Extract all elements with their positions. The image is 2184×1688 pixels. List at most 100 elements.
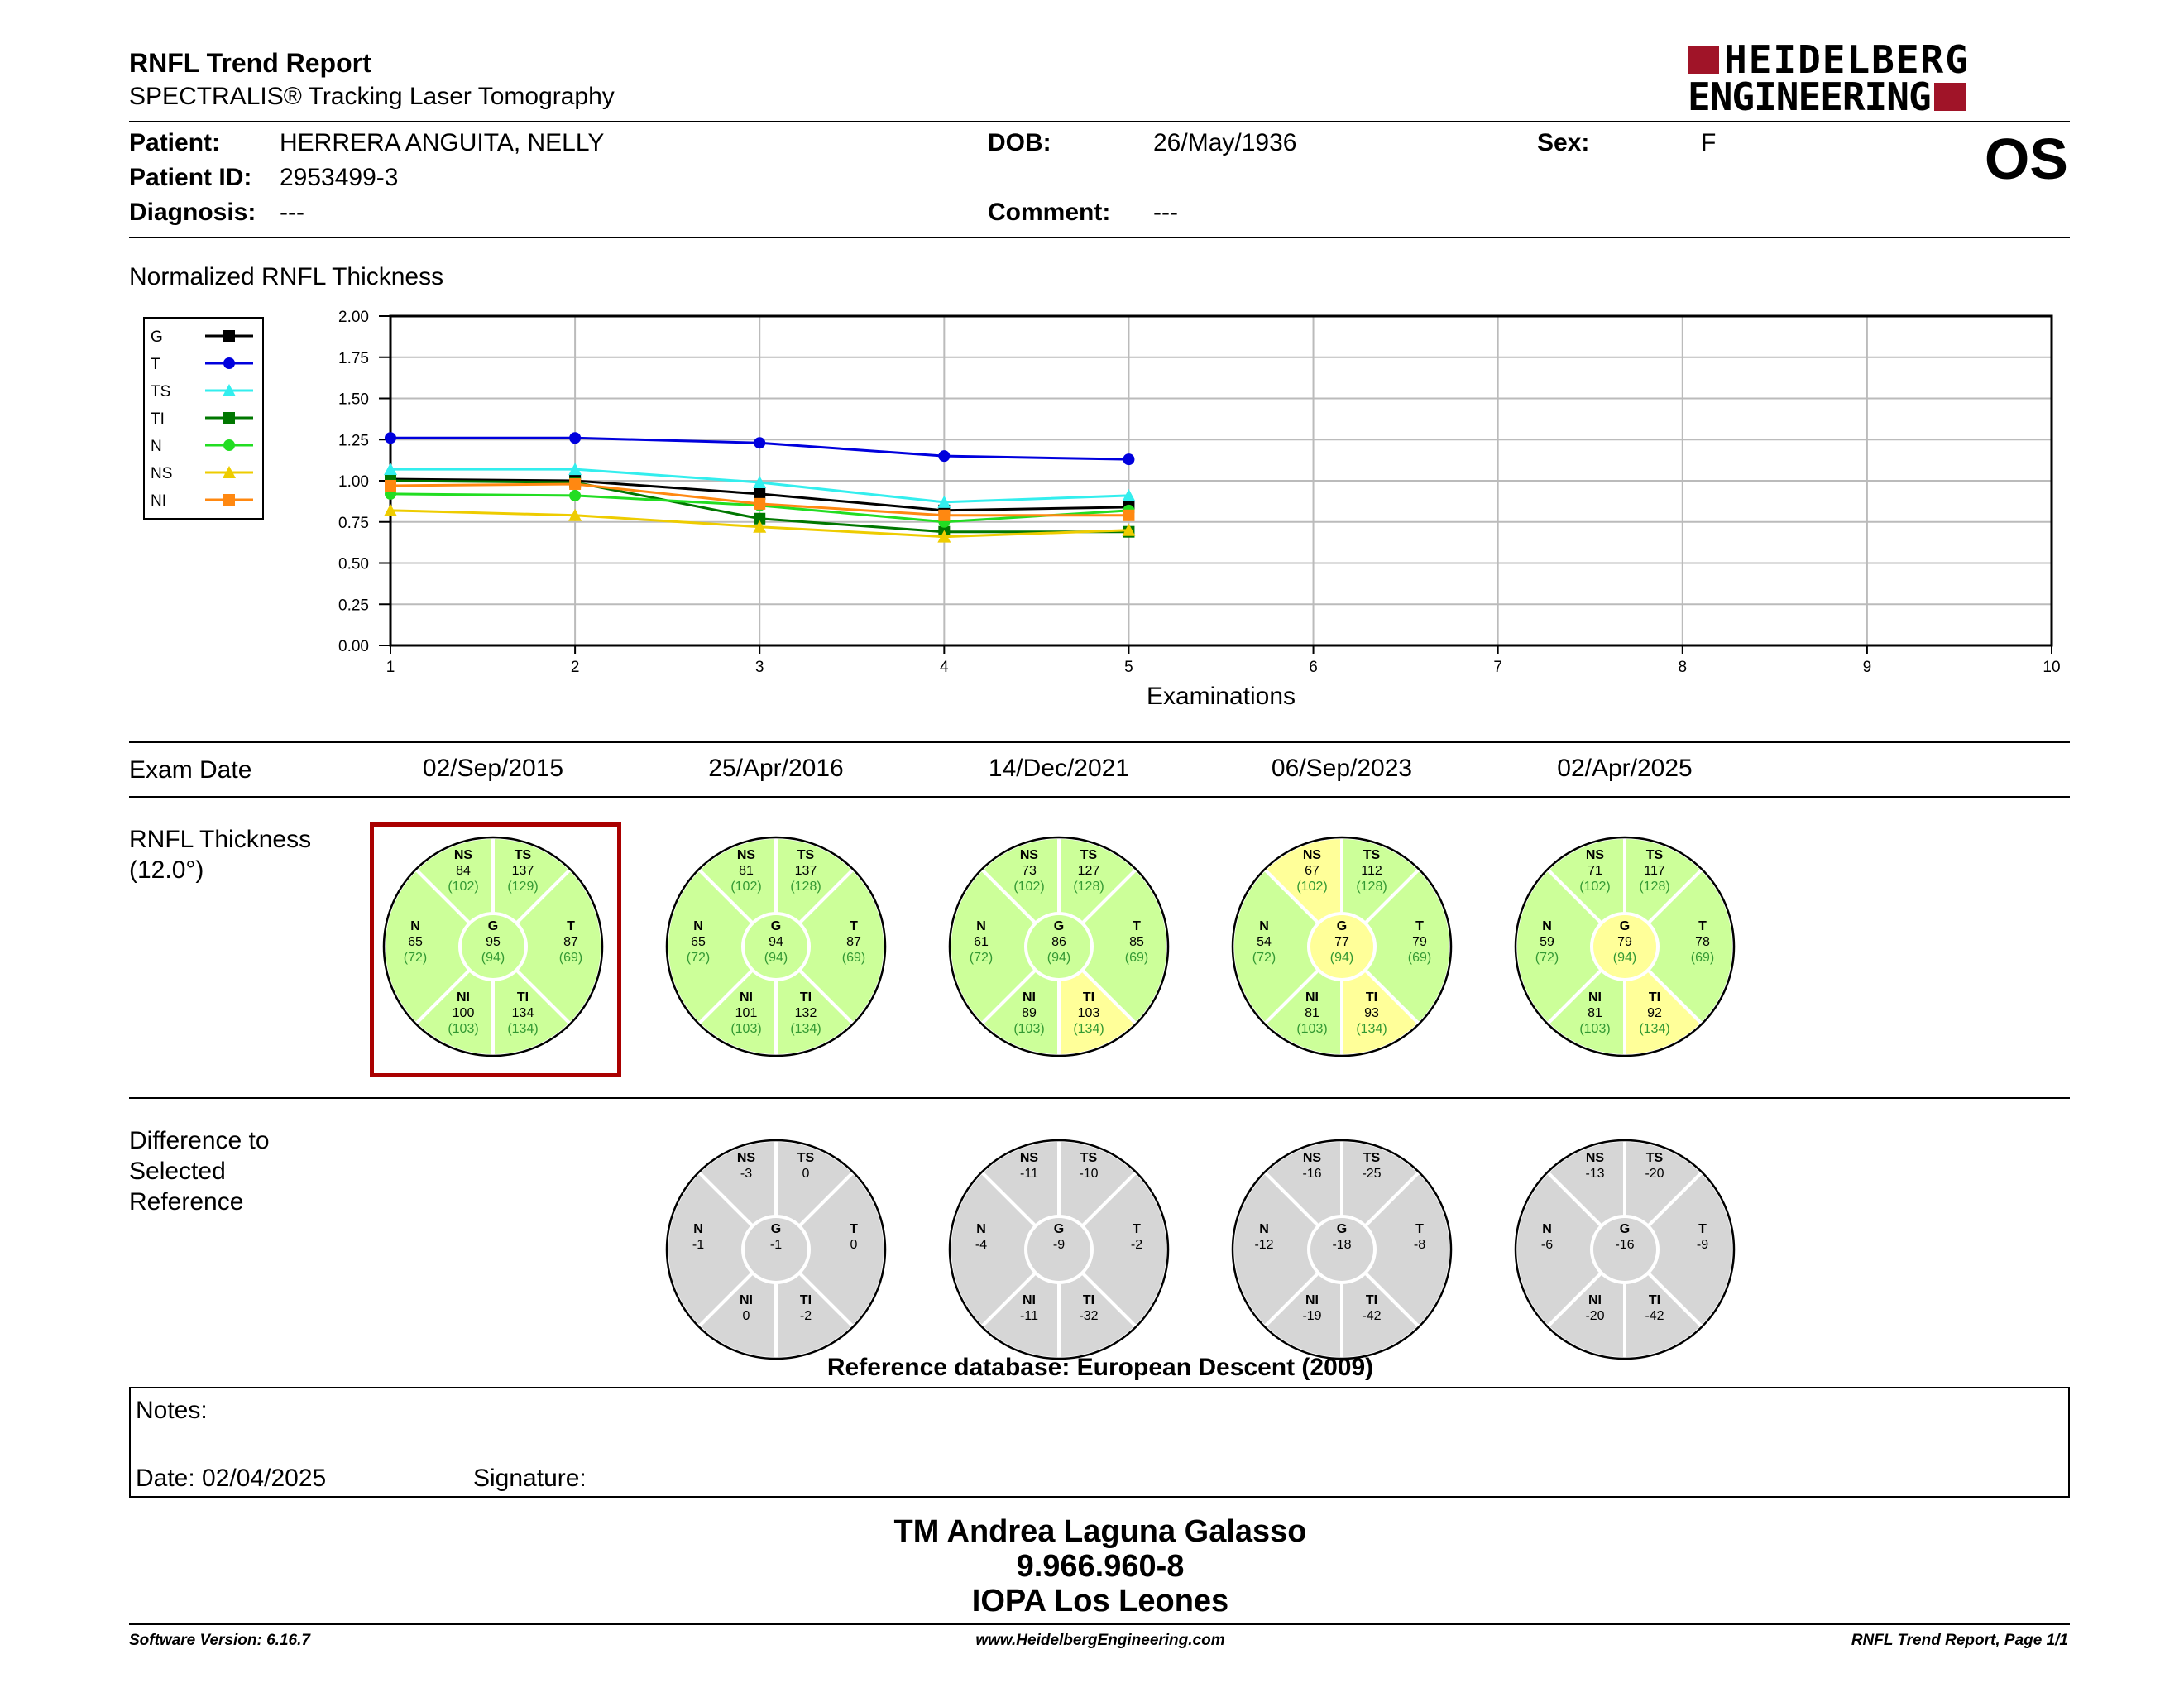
data-point-ns [1122,523,1136,536]
sector-difference: -18 [1332,1238,1351,1252]
divider [129,1097,2070,1099]
sector-difference: -32 [1079,1309,1098,1323]
sector-name: TI [1649,1293,1660,1307]
sector-value: 73 [1022,864,1037,878]
sector-normal-value: (103) [448,1022,478,1036]
data-point-ni [385,479,396,492]
sector-difference: -25 [1362,1167,1381,1181]
sector-g [745,1218,807,1281]
difference-sector-circle: NS -16 TS -25 N -12 G -18 T -8 NI -19 TI -42 [1230,1138,1454,1361]
sector-outline [382,836,604,1057]
data-point-ts [568,463,582,476]
legend-label: G [151,328,163,346]
y-tick-label: 0.50 [338,556,369,573]
sector-difference: 0 [743,1309,750,1323]
y-tick-label: 0.25 [338,597,369,614]
sector-value: 86 [1051,935,1066,949]
sector-name: TI [517,990,529,1005]
data-point-ns [937,530,951,543]
sex-value: F [1701,129,1717,156]
sector-outline [1514,1139,1736,1360]
comment-value: --- [1153,199,1178,226]
page-number: RNFL Trend Report, Page 1/1 [1851,1632,2068,1649]
sector-normal-value: (72) [1252,951,1276,965]
rnfl-sector-circle: NS 81 (102) TS 137 (128) N 65 (72) G 94 (94) T 87 (69)… [665,835,888,1058]
signoff-id: 9.966.960-8 [1016,1549,1185,1584]
footer-url[interactable]: www.HeidelbergEngineering.com [975,1632,1225,1649]
sector-name: N [410,919,420,933]
legend-label: NS [151,465,172,482]
sector-name: G [488,919,498,933]
sector-normal-value: (69) [1691,951,1714,965]
sector-normal-value: (128) [1073,880,1104,894]
sector-normal-value: (69) [1408,951,1431,965]
sector-name: NS [1303,1151,1322,1165]
rnfl-sector-circle: NS 84 (102) TS 137 (129) N 65 (72) G 95 (94) T 87 (69)… [382,835,604,1058]
sector-difference: -20 [1585,1309,1604,1323]
sector-name: TS [1363,848,1381,862]
sector-value: 93 [1364,1006,1379,1020]
divider [129,796,2070,798]
sector-name: TI [1083,1293,1094,1307]
sector-name: G [1620,919,1630,933]
data-point-n [569,489,582,501]
sector-name: T [1415,919,1424,933]
sector-value: 100 [453,1006,475,1020]
x-tick-label: 5 [1124,659,1133,676]
sector-name: N [1259,919,1269,933]
sector-normal-value: (102) [1013,880,1044,894]
sector-normal-value: (103) [1579,1022,1610,1036]
exam-date-label: Exam Date [129,756,252,784]
sector-name: G [771,919,781,933]
sector-value: 117 [1644,864,1665,878]
legend-marker [223,357,235,369]
sector-name: G [1337,919,1347,933]
sector-name: TS [515,848,532,862]
sex-label: Sex: [1537,129,1590,156]
sector-value: 81 [1588,1006,1602,1020]
sector-name: NI [740,990,753,1005]
sector-name: NI [1023,990,1036,1005]
sector-value: 78 [1695,935,1710,949]
sector-name: N [976,1222,986,1236]
y-tick-label: 0.00 [338,638,369,655]
sector-normal-value: (94) [481,951,505,965]
data-point-ti [754,512,766,525]
sector-difference: -2 [800,1309,812,1323]
sector-normal-value: (69) [842,951,865,965]
divider [129,237,2070,238]
difference-label-line2: Selected [129,1158,226,1185]
x-tick-label: 3 [755,659,764,676]
sector-g [745,915,807,978]
sector-value: 103 [1078,1006,1100,1020]
data-point-ni [938,509,951,521]
sector-normal-value: (94) [1047,951,1070,965]
sector-difference: 0 [802,1167,810,1181]
divider [129,121,2070,122]
sector-normal-value: (103) [1013,1022,1044,1036]
sector-value: 137 [795,864,817,878]
sector-name: T [1698,1222,1707,1236]
sector-normal-value: (134) [1073,1022,1104,1036]
sector-normal-value: (134) [507,1022,538,1036]
sector-normal-value: (103) [1296,1022,1327,1036]
selected-reference-frame[interactable] [370,822,621,1077]
signoff-institution: IOPA Los Leones [971,1584,1229,1618]
legend-label: NI [151,492,166,510]
patient-id-label: Patient ID: [129,164,252,191]
data-point-t [385,432,396,444]
sector-name: TS [797,1151,815,1165]
sector-name: N [1259,1222,1269,1236]
sector-outline [1514,836,1736,1057]
sector-value: 71 [1588,864,1602,878]
data-point-ns [753,520,767,533]
sector-difference: -13 [1585,1167,1604,1181]
sector-normal-value: (134) [790,1022,821,1036]
legend-marker [223,466,236,478]
rnfl-sector-circle: NS 67 (102) TS 112 (128) N 54 (72) G 77 (94) T 79 (69)… [1230,835,1454,1058]
sector-normal-value: (94) [764,951,788,965]
legend-marker [223,494,235,506]
difference-sector-circle: NS -3 TS 0 N -1 G -1 T 0 NI 0 TI -2 [665,1138,888,1361]
sector-difference: -12 [1254,1238,1273,1252]
sector-value: 77 [1334,935,1349,949]
